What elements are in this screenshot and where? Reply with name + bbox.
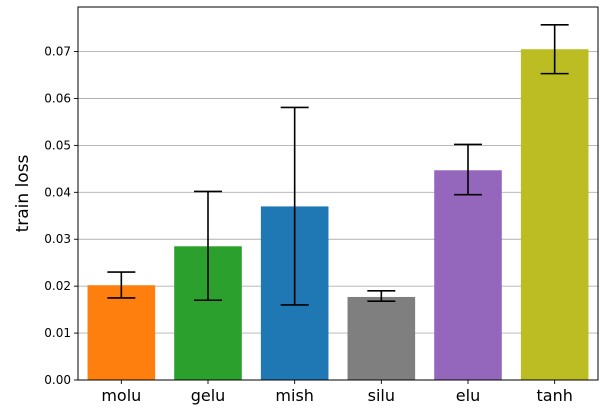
x-tick-label: gelu	[191, 386, 226, 405]
bar-elu	[434, 170, 502, 380]
x-tick-label: molu	[101, 386, 141, 405]
y-tick-label: 0.07	[44, 45, 71, 59]
x-tick-label: elu	[456, 386, 480, 405]
x-tick-label: mish	[275, 386, 314, 405]
y-tick-label: 0.04	[44, 185, 71, 199]
plot-frame	[77, 6, 599, 381]
y-tick-label: 0.05	[44, 138, 71, 152]
error-bar-mish	[280, 106, 309, 306]
bar-tanh	[520, 49, 589, 381]
error-bar-elu	[454, 143, 482, 196]
error-bar-gelu	[194, 190, 222, 302]
x-tick-label: tanh	[536, 386, 572, 405]
y-axis-label: train loss	[13, 154, 33, 232]
error-bars	[107, 24, 569, 306]
x-axis-ticks: molu gelu mish silu elu tanh	[101, 380, 573, 405]
y-tick-label: 0.02	[44, 279, 71, 293]
gridlines	[78, 51, 598, 334]
error-bar-tanh	[540, 24, 569, 75]
bar-silu	[347, 296, 416, 380]
y-tick-label: 0.06	[44, 91, 71, 105]
error-bar-silu	[367, 290, 396, 302]
y-tick-label: 0.00	[44, 373, 71, 387]
y-tick-label: 0.03	[44, 232, 71, 246]
x-tick-label: silu	[368, 386, 395, 405]
error-bar-molu	[107, 271, 136, 299]
y-axis-ticks: 0.00 0.01 0.02 0.03 0.04 0.05 0.06 0.07	[44, 45, 78, 387]
bar-molu	[87, 285, 156, 380]
y-tick-label: 0.01	[44, 326, 71, 340]
